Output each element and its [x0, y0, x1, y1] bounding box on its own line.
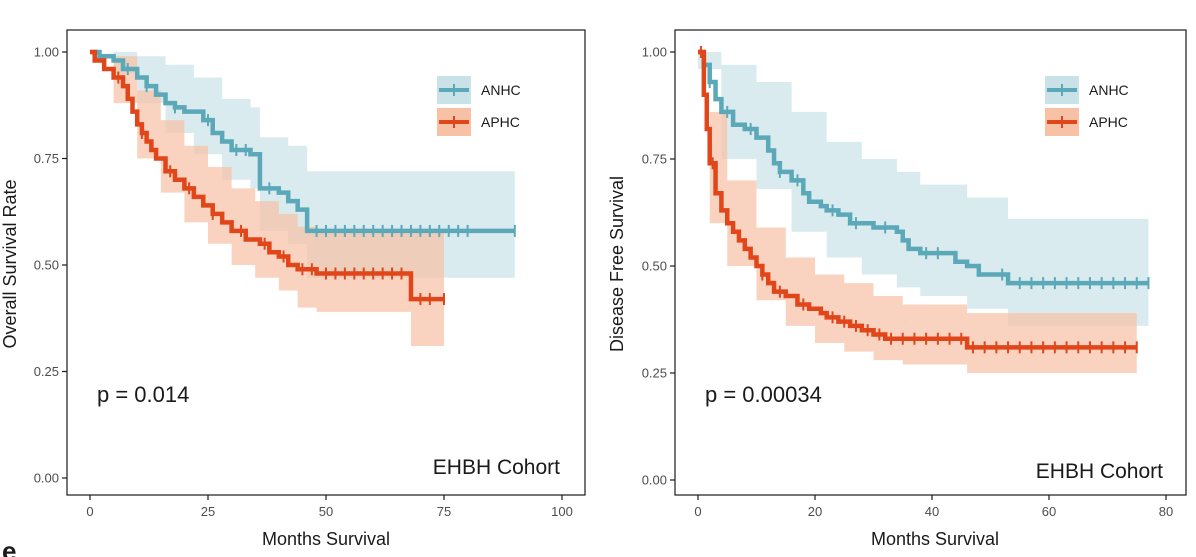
legend: ANHC APHC	[1045, 76, 1129, 136]
x-tick-label: 75	[437, 504, 451, 519]
x-tick-label: 20	[808, 504, 822, 519]
overall-survival-panel: 0.00 0.25 0.50 0.75 1.00 0 25 50 75 100 ANHC APHC…	[0, 29, 586, 549]
axis-ticks: 0.00 0.25 0.50 0.75 1.00 0 25 50 75 100	[34, 45, 573, 520]
confidence-bands	[698, 52, 1149, 373]
y-tick-label: 1.00	[34, 45, 59, 60]
disease-free-survival-panel: 0.000.250.500.751.000 20 40 60 80 ANHC APHC …	[607, 29, 1187, 549]
p-value-label: p = 0.00034	[705, 382, 822, 407]
y-tick-label: 1.00	[642, 45, 667, 60]
cohort-label: EHBH Cohort	[1036, 460, 1163, 483]
panel-letter: e	[2, 536, 16, 557]
y-tick-label: 0.50	[34, 258, 59, 273]
x-tick-label: 50	[319, 504, 333, 519]
x-tick-label: 0	[694, 504, 701, 519]
y-tick-label: 0.75	[34, 151, 59, 166]
confidence-band-aphc	[698, 52, 1137, 373]
y-tick-label: 0.75	[642, 152, 667, 167]
survival-curve-aphc	[698, 49, 1137, 350]
confidence-band-anhc	[90, 52, 515, 278]
y-axis-title: Overall Survival Rate	[0, 179, 20, 348]
x-tick-label: 80	[1159, 504, 1173, 519]
x-axis-title: Months Survival	[262, 529, 390, 549]
x-tick-label: 100	[551, 504, 573, 519]
legend-label-aphc: APHC	[1089, 114, 1128, 130]
x-tick-label: 25	[201, 504, 215, 519]
y-tick-label: 0.00	[34, 471, 59, 486]
survival-curves	[90, 49, 515, 302]
cohort-label: EHBH Cohort	[433, 456, 560, 479]
y-tick-label: 0.00	[642, 473, 667, 488]
confidence-band-anhc	[698, 52, 1149, 326]
y-axis-title: Disease Free Survival	[607, 176, 627, 352]
survival-curve-aphc	[90, 49, 444, 302]
legend-label-anhc: ANHC	[481, 82, 521, 98]
censor-marks	[699, 46, 1150, 354]
legend-label-aphc: APHC	[481, 114, 520, 130]
survival-curve-anhc	[90, 49, 515, 234]
x-axis-title: Months Survival	[871, 529, 999, 549]
axis-ticks: 0.00 0.25 0.50 0.75 1.00 0 20 40 60 80	[642, 45, 1174, 520]
x-tick-label: 40	[925, 504, 939, 519]
legend-label-anhc: ANHC	[1089, 82, 1129, 98]
p-value-label: p = 0.014	[97, 382, 189, 407]
y-tick-label: 0.25	[34, 364, 59, 379]
y-tick-label: 0.25	[642, 366, 667, 381]
y-tick-label: 0.50	[642, 259, 667, 274]
legend: ANHC APHC	[437, 76, 521, 136]
x-tick-label: 60	[1042, 504, 1056, 519]
x-tick-label: 0	[86, 504, 93, 519]
censor-marks	[117, 63, 516, 306]
